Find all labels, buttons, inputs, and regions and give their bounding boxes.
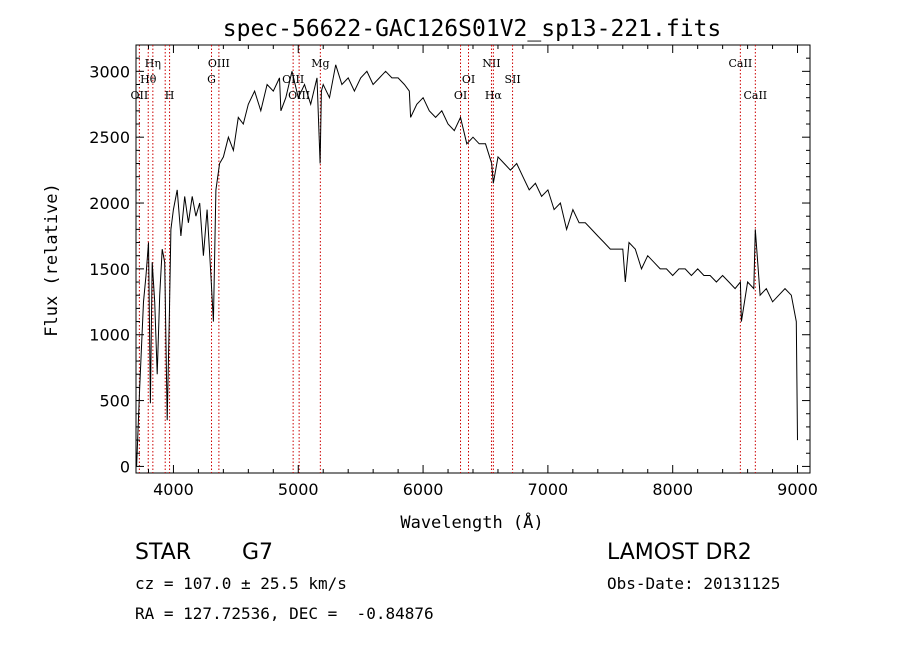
spectral-line-label: Hθ [140,73,157,86]
y-tick-label: 3000 [89,62,130,81]
spectral-line-label: Hη [145,57,161,70]
y-tick-label: 2500 [89,128,130,147]
y-tick-label: 0 [120,457,130,476]
plot-frame [135,44,811,474]
plot-area: OIIHθHηHGOIIIOIIIOIIIMgOIOINIIHαSIICaIIC… [89,44,818,499]
x-tick-label: 6000 [403,480,444,499]
y-tick-label: 1000 [89,326,130,345]
x-tick-label: 8000 [652,480,693,499]
object-subclass: G7 [242,540,274,565]
x-tick-label: 9000 [777,480,818,499]
x-axis-label: Wavelength (Å) [400,511,543,533]
x-tick-label: 5000 [278,480,319,499]
spectral-line-label: CaII [729,57,753,70]
spectral-line-label: G [207,73,216,86]
y-tick-label: 2000 [89,194,130,213]
spectral-line-label: SII [504,73,520,86]
spectral-line-label: CaII [743,89,767,102]
y-axis-label: Flux (relative) [42,183,62,337]
x-tick-label: 7000 [528,480,569,499]
spectral-line-label: Hα [485,89,503,102]
redshift-cz: cz = 107.0 ± 25.5 km/s [135,574,347,593]
chart-title: spec-56622-GAC126S01V2_sp13-221.fits [223,16,722,42]
spectrum-line [136,64,798,467]
observation-date: Obs-Date: 20131125 [607,574,781,593]
spectral-line-label: OI [454,89,467,102]
spectral-line-label: OII [131,89,149,102]
spectral-line-label: OIII [282,73,304,86]
x-tick-label: 4000 [153,480,194,499]
spectral-line-label: Mg [311,57,329,70]
spectral-line-label: OI [462,73,475,86]
y-tick-label: 500 [99,392,130,411]
spectral-line-label: NII [482,57,500,70]
y-tick-label: 1500 [89,260,130,279]
object-class: STAR [135,540,192,565]
spectral-line-label: OIII [208,57,230,70]
survey-label: LAMOST DR2 [607,540,752,565]
spectral-line-label: H [165,89,175,102]
ra-dec-coordinates: RA = 127.72536, DEC = -0.84876 [135,604,434,623]
